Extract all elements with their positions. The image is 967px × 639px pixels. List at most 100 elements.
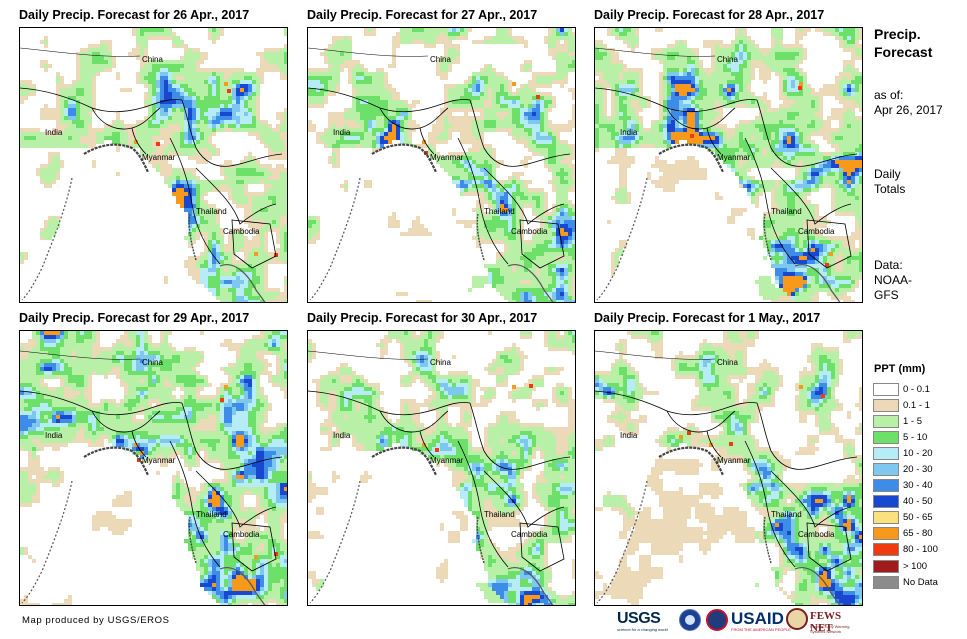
precip-field xyxy=(20,331,287,605)
map-label-china: China xyxy=(430,358,451,367)
legend-swatch xyxy=(873,527,899,541)
legend-item: 0.1 - 1 xyxy=(873,397,938,413)
precip-map: China India Myanmar Thailand Cambodia xyxy=(19,27,288,303)
legend-swatch xyxy=(873,414,899,428)
map-label-myanmar: Myanmar xyxy=(142,153,176,162)
legend-item: 1 - 5 xyxy=(873,413,938,429)
heavy-precip-spots xyxy=(422,384,533,452)
country-boundaries xyxy=(308,350,571,572)
precip-map: China India Myanmar Thailand Cambodia xyxy=(307,330,576,606)
legend-swatch xyxy=(873,430,899,444)
legend-item: 65 - 80 xyxy=(873,526,938,542)
map-label-cambodia: Cambodia xyxy=(511,530,548,539)
usgs-wordmark: USGS xyxy=(617,609,661,627)
panel-title: Daily Precip. Forecast for 26 Apr., 2017 xyxy=(19,8,250,22)
precip-map: China India Myanmar Thailand Cambodia xyxy=(19,330,288,606)
map-label-china: China xyxy=(142,55,163,64)
legend-label: 80 - 100 xyxy=(903,544,938,556)
map-label-india: India xyxy=(45,431,63,440)
map-label-china: China xyxy=(430,55,451,64)
legend-item: 0 - 0.1 xyxy=(873,381,938,397)
legend-label: 1 - 5 xyxy=(903,415,923,427)
precip-map: China India Myanmar Thailand Cambodia xyxy=(594,27,863,303)
legend-item: No Data xyxy=(873,574,938,590)
country-boundaries xyxy=(20,47,283,269)
map-canvas: China India Myanmar Thailand Cambodia xyxy=(20,331,287,605)
legend-item: > 100 xyxy=(873,558,938,574)
legend-item: 20 - 30 xyxy=(873,461,938,477)
map-label-myanmar: Myanmar xyxy=(717,153,751,162)
map-label-india: India xyxy=(620,128,638,137)
map-label-cambodia: Cambodia xyxy=(223,227,260,236)
coastline xyxy=(21,143,266,302)
usaid-wordmark: USAID xyxy=(731,609,784,628)
map-label-cambodia: Cambodia xyxy=(511,227,548,236)
map-label-india: India xyxy=(45,128,63,137)
precip-legend: 0 - 0.1 0.1 - 1 1 - 5 5 - 10 10 - 20 20 - 30 3… xyxy=(873,381,938,590)
legend-swatch xyxy=(873,543,899,557)
legend-item: 5 - 10 xyxy=(873,429,938,445)
noaa-seal-icon xyxy=(679,609,701,631)
legend-item: 50 - 65 xyxy=(873,510,938,526)
precip-field xyxy=(595,28,862,302)
precip-field xyxy=(308,331,575,605)
map-label-thailand: Thailand xyxy=(196,510,227,519)
map-canvas: China India Myanmar Thailand Cambodia xyxy=(595,28,862,302)
data-source-line2: NOAA- xyxy=(874,273,913,287)
legend-swatch xyxy=(873,398,899,412)
map-label-thailand: Thailand xyxy=(771,510,802,519)
coastline xyxy=(21,446,266,605)
legend-item: 30 - 40 xyxy=(873,478,938,494)
legend-swatch xyxy=(873,463,899,477)
legend-label: 20 - 30 xyxy=(903,464,933,476)
map-canvas: China India Myanmar Thailand Cambodia xyxy=(20,28,287,302)
country-boundaries xyxy=(20,350,283,572)
country-boundaries xyxy=(308,47,571,269)
legend-label: 0 - 0.1 xyxy=(903,383,930,395)
data-source-line3: GFS xyxy=(874,288,899,302)
legend-label: 0.1 - 1 xyxy=(903,399,930,411)
legend-label: 40 - 50 xyxy=(903,496,933,508)
legend-swatch xyxy=(873,511,899,525)
map-label-myanmar: Myanmar xyxy=(142,456,176,465)
precip-map: China India Myanmar Thailand Cambodia xyxy=(594,330,863,606)
precip-field xyxy=(20,28,287,302)
legend-label: 50 - 65 xyxy=(903,512,933,524)
map-canvas: China India Myanmar Thailand Cambodia xyxy=(595,331,862,605)
legend-item: 40 - 50 xyxy=(873,494,938,510)
map-label-myanmar: Myanmar xyxy=(430,153,464,162)
heavy-precip-spots xyxy=(679,82,833,267)
legend-swatch xyxy=(873,382,899,396)
usgs-tagline: science for a changing world xyxy=(617,626,668,632)
side-title: Precip. Forecast xyxy=(874,25,964,61)
as-of-label: as of: xyxy=(874,88,904,102)
map-label-india: India xyxy=(620,431,638,440)
map-credit: Map produced by USGS/EROS xyxy=(22,615,170,626)
fews-wordmark: FEWS NET xyxy=(810,610,842,634)
panel-title: Daily Precip. Forecast for 1 May., 2017 xyxy=(594,311,821,325)
legend-swatch xyxy=(873,479,899,493)
map-canvas: China India Myanmar Thailand Cambodia xyxy=(308,331,575,605)
legend-label: 5 - 10 xyxy=(903,431,928,443)
fews-net-logo: FEWS NET Famine Early Warning Systems Ne… xyxy=(786,607,862,634)
usaid-logo: USAID FROM THE AMERICAN PEOPLE xyxy=(731,609,791,633)
panel-title: Daily Precip. Forecast for 30 Apr., 2017 xyxy=(307,311,538,325)
country-boundaries xyxy=(595,47,858,269)
map-label-china: China xyxy=(142,358,163,367)
legend-swatch xyxy=(873,495,899,509)
fews-tagline: Famine Early Warning Systems Network xyxy=(810,624,850,634)
map-label-thailand: Thailand xyxy=(196,207,227,216)
fews-seal-icon xyxy=(786,608,808,630)
map-label-cambodia: Cambodia xyxy=(798,227,835,236)
map-label-thailand: Thailand xyxy=(484,510,515,519)
map-label-myanmar: Myanmar xyxy=(717,456,751,465)
precip-field xyxy=(308,28,575,302)
usaid-tagline: FROM THE AMERICAN PEOPLE xyxy=(731,627,791,632)
map-label-cambodia: Cambodia xyxy=(223,530,260,539)
legend-label: 30 - 40 xyxy=(903,480,933,492)
totals-line2: Totals xyxy=(874,182,906,196)
country-boundaries xyxy=(595,350,858,572)
data-source-line1: Data: xyxy=(874,258,903,272)
usaid-seal-icon xyxy=(706,609,728,631)
legend-label: > 100 xyxy=(903,560,928,572)
